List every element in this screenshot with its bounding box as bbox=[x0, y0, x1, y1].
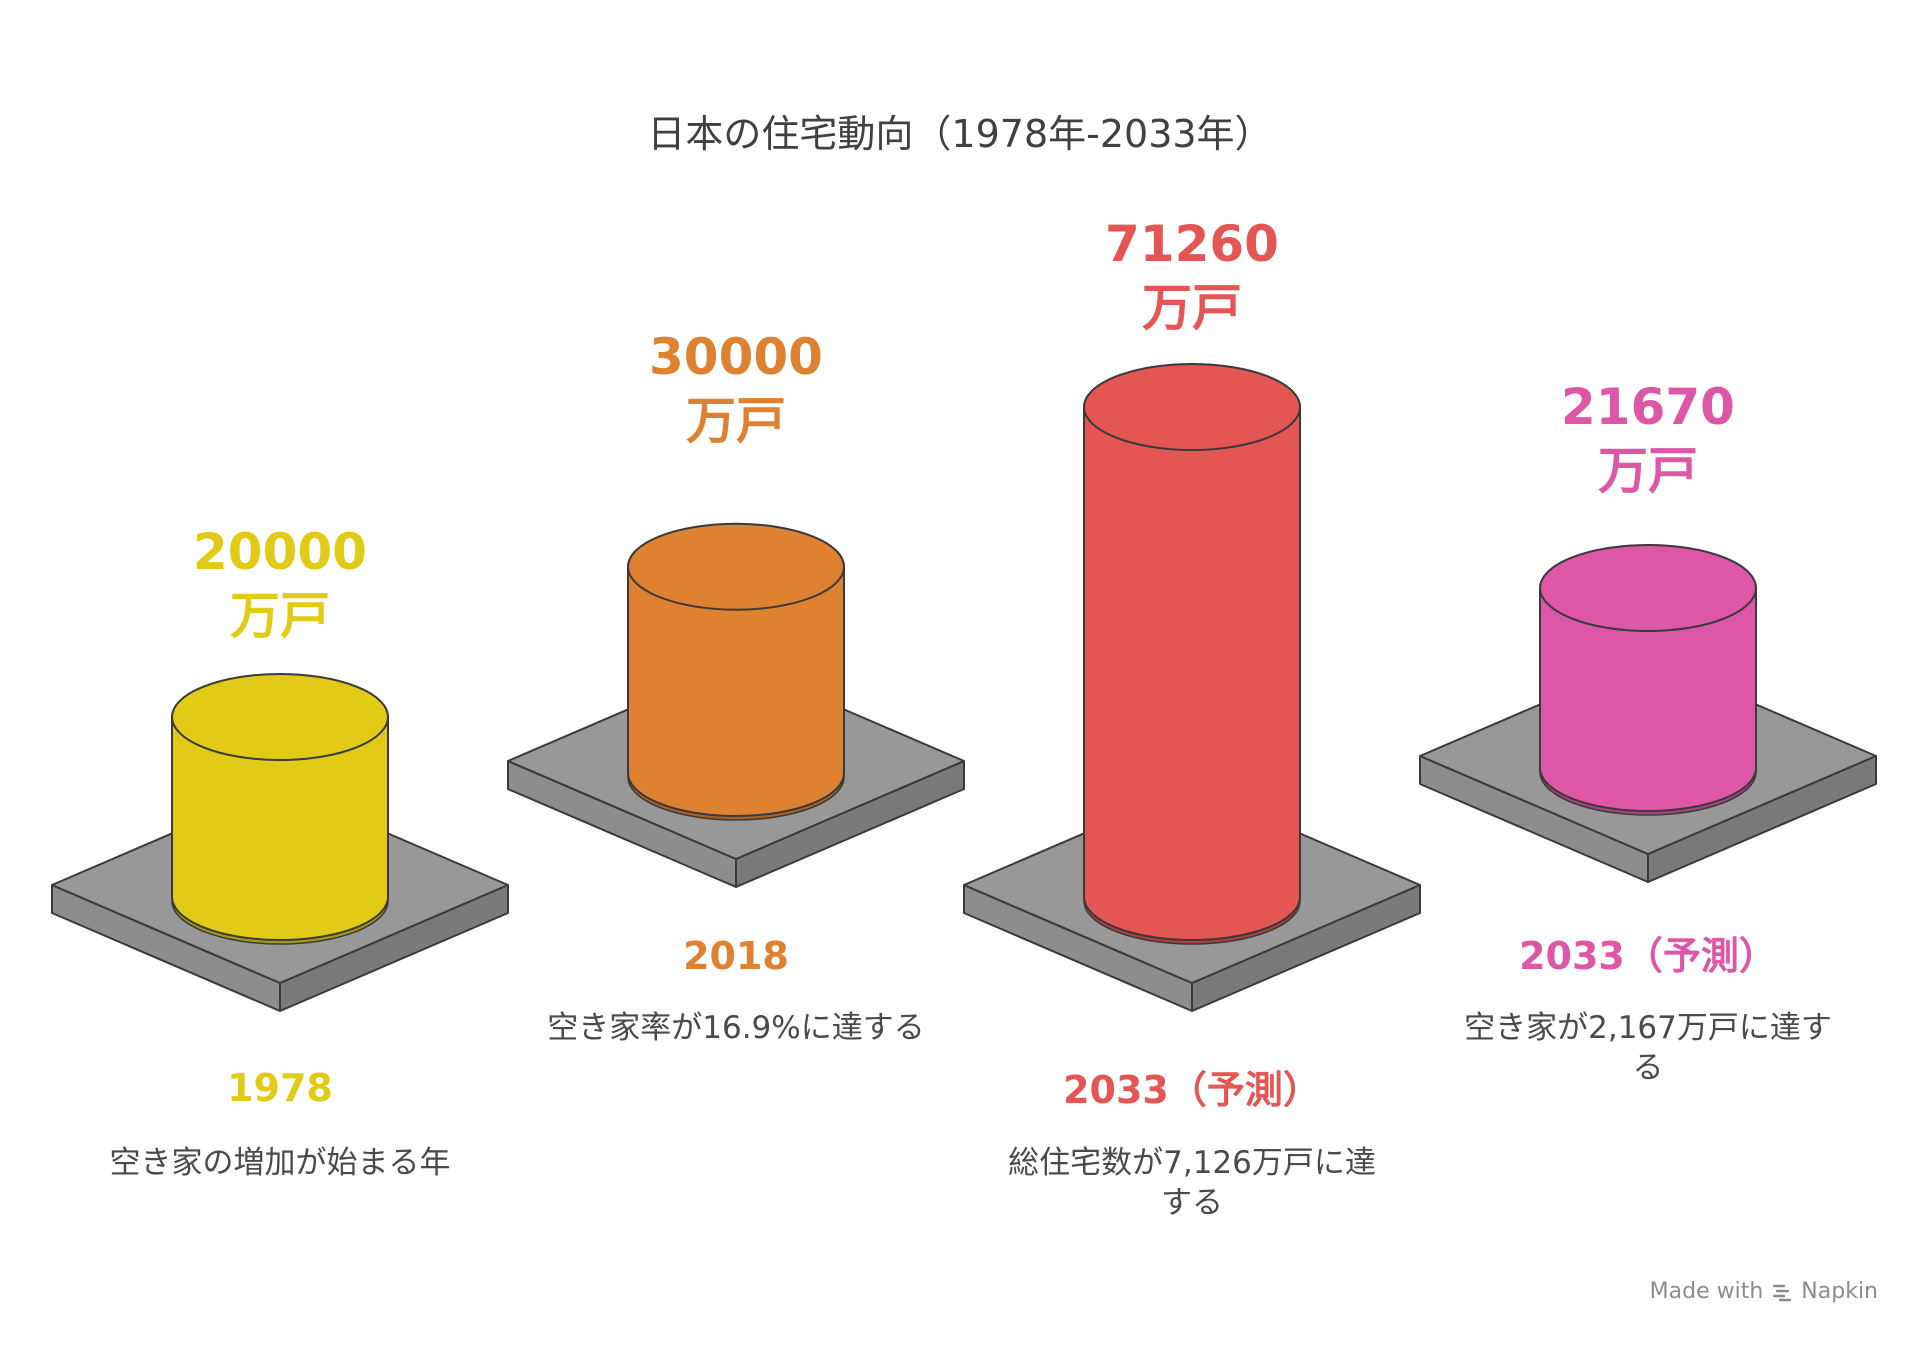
value-number: 21670 bbox=[1561, 378, 1735, 436]
chart-title: 日本の住宅動向（1978年-2033年） bbox=[647, 112, 1273, 156]
category-label: 2033（予測） bbox=[1063, 1068, 1321, 1112]
footer-prefix: Made with bbox=[1649, 1279, 1764, 1304]
cylinder-body bbox=[171, 716, 389, 941]
value-unit: 万戸 bbox=[1142, 279, 1242, 337]
cylinder-top-cap bbox=[627, 522, 845, 611]
category-label: 1978 bbox=[227, 1066, 333, 1110]
cylinder-top-cap bbox=[1539, 544, 1757, 632]
category-label: 2018 bbox=[683, 934, 789, 978]
value-number: 20000 bbox=[193, 523, 367, 581]
footer-brand: Napkin bbox=[1801, 1279, 1878, 1304]
value-label: 21670 万戸 bbox=[1468, 375, 1828, 503]
value-number: 71260 bbox=[1105, 215, 1279, 273]
value-label: 20000 万戸 bbox=[100, 520, 460, 648]
cylinder-top-cap bbox=[1083, 363, 1301, 451]
category-description: 空き家が2,167万戸に達する bbox=[1464, 1010, 1832, 1086]
value-unit: 万戸 bbox=[230, 587, 330, 645]
category-label: 2033（予測） bbox=[1519, 934, 1777, 978]
value-label: 30000 万戸 bbox=[556, 325, 916, 453]
cylinder-body bbox=[627, 565, 845, 817]
value-number: 30000 bbox=[649, 328, 823, 386]
category-description: 総住宅数が7,126万戸に達する bbox=[1008, 1145, 1376, 1221]
cylinder-top-cap bbox=[171, 673, 389, 761]
made-with-napkin-footer[interactable]: Made with Napkin bbox=[1650, 1279, 1878, 1304]
category-description: 空き家の増加が始まる年 bbox=[109, 1145, 451, 1181]
cylinder-body bbox=[1083, 406, 1301, 941]
value-label: 71260 万戸 bbox=[1012, 212, 1372, 340]
value-unit: 万戸 bbox=[1598, 442, 1698, 500]
cylinder-body bbox=[1539, 587, 1757, 812]
napkin-logo-icon bbox=[1773, 1284, 1792, 1301]
category-description: 空き家率が16.9%に達する bbox=[547, 1010, 925, 1046]
value-unit: 万戸 bbox=[686, 392, 786, 450]
